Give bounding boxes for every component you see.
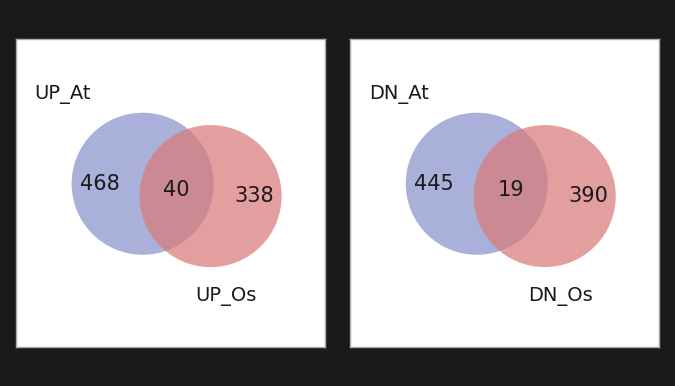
Text: DN_Os: DN_Os xyxy=(528,287,593,306)
Text: 390: 390 xyxy=(568,186,608,206)
Text: UP_Os: UP_Os xyxy=(195,287,256,306)
Text: DN_At: DN_At xyxy=(369,85,429,104)
Text: 445: 445 xyxy=(414,174,454,194)
Circle shape xyxy=(72,113,214,255)
Text: 19: 19 xyxy=(497,180,524,200)
Circle shape xyxy=(406,113,548,255)
Text: 40: 40 xyxy=(163,180,190,200)
Text: UP_At: UP_At xyxy=(34,85,91,104)
Text: 468: 468 xyxy=(80,174,119,194)
Circle shape xyxy=(474,125,616,267)
Text: 338: 338 xyxy=(234,186,273,206)
Circle shape xyxy=(140,125,281,267)
